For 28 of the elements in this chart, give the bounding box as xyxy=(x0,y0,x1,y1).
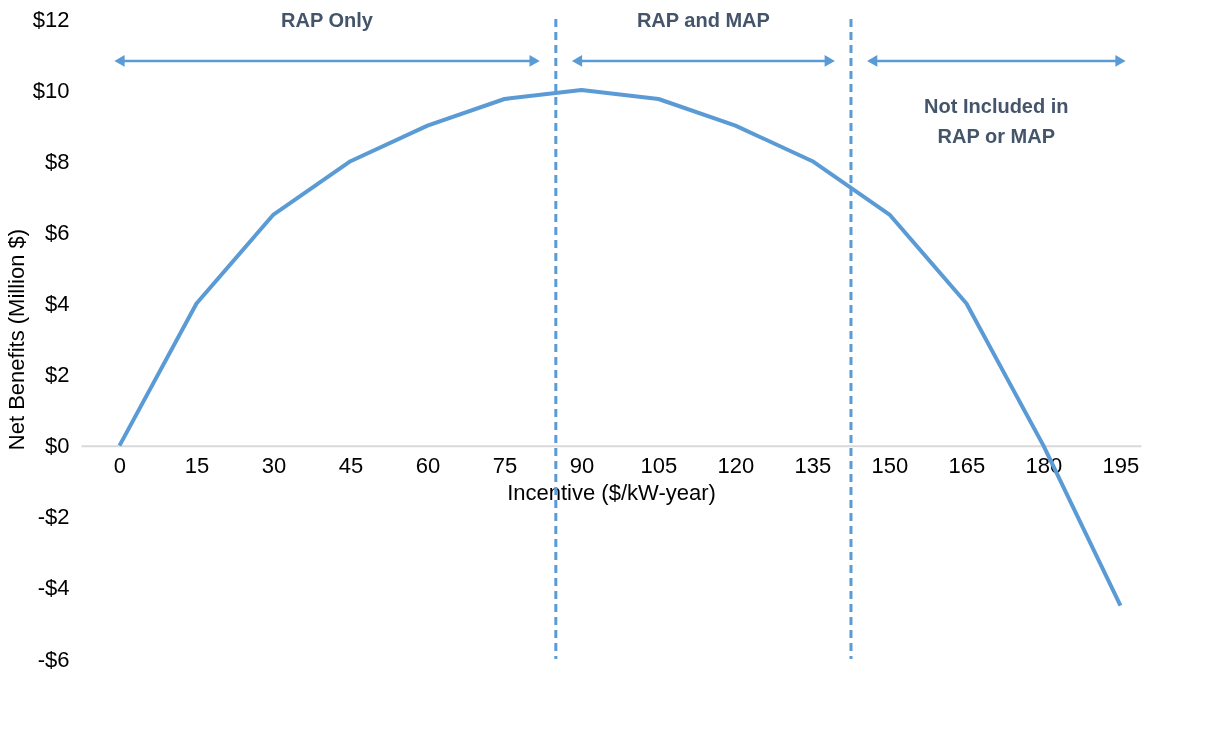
x-tick-label: 90 xyxy=(569,453,595,479)
y-tick-label: $4 xyxy=(45,290,70,316)
y-tick-label: $10 xyxy=(32,77,70,103)
y-tick-label: $8 xyxy=(45,148,70,174)
x-tick-label: 135 xyxy=(794,453,832,479)
annotation: RAP and MAP xyxy=(636,8,770,31)
y-tick-label: -$6 xyxy=(37,646,70,672)
x-tick-label: 150 xyxy=(871,453,909,479)
y-tick-label: -$2 xyxy=(37,504,70,530)
x-tick-label: 45 xyxy=(338,453,364,479)
y-tick-label: $2 xyxy=(45,362,70,388)
annotation: Not Included in RAP or MAP xyxy=(924,94,1069,147)
x-axis-title: Incentive ($/kW-year) xyxy=(507,480,716,506)
x-tick-label: 15 xyxy=(184,453,210,479)
annotation: RAP Only xyxy=(281,8,374,31)
x-tick-label: 60 xyxy=(415,453,441,479)
y-tick-label: -$4 xyxy=(37,575,70,601)
y-axis-title: Net Benefits (Million $) xyxy=(3,228,29,451)
y-tick-label: $0 xyxy=(45,433,70,459)
x-tick-label: 105 xyxy=(640,453,678,479)
x-tick-label: 30 xyxy=(261,453,287,479)
x-tick-label: 75 xyxy=(492,453,518,479)
x-tick-label: 120 xyxy=(717,453,755,479)
x-tick-label: 165 xyxy=(948,453,986,479)
x-tick-label: 195 xyxy=(1102,453,1140,479)
x-tick-label: 0 xyxy=(113,453,127,479)
y-tick-label: $12 xyxy=(32,6,70,32)
y-tick-label: $6 xyxy=(45,219,70,245)
